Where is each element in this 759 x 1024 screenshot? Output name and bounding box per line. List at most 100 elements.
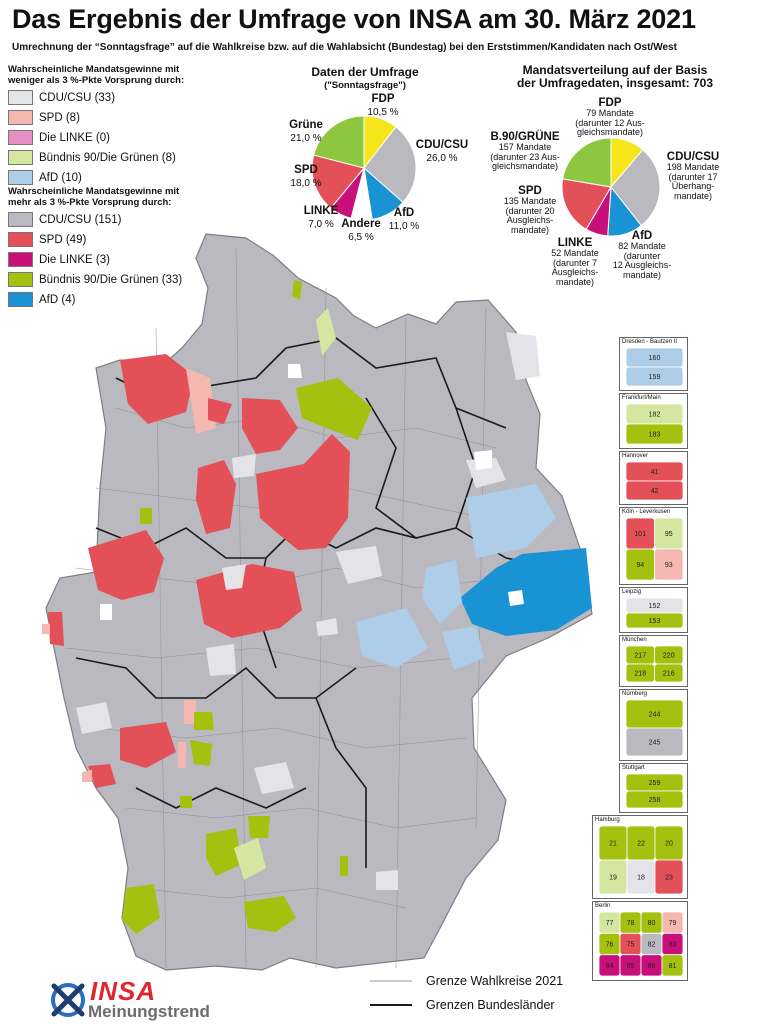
survey-pie-title: Daten der Umfrage ("Sonntagsfrage") [311, 65, 419, 92]
inset-map: 259 258 [625, 773, 684, 809]
legend-item-linke-low: Die LINKE (0) [8, 129, 223, 146]
inset-district: 216 [654, 663, 684, 683]
inset-district: 245 [625, 727, 684, 757]
inset-map: 152 153 [625, 597, 684, 629]
seat-label-afd: AfD 82 Mandate (darunter 12 Ausgleichs- … [612, 230, 672, 280]
inset-district-number: 41 [651, 469, 659, 476]
inset-district-number: 93 [665, 562, 673, 569]
inset-district-number: 259 [649, 780, 661, 787]
inset-district-number: 79 [669, 920, 677, 927]
inset-district-number: 244 [649, 712, 661, 719]
inset-district-number: 75 [627, 942, 635, 949]
seat-pie-title: Mandatsverteilung auf der Basis der Umfr… [516, 63, 714, 90]
inset-district: 83 [661, 932, 684, 956]
inset-district-number: 42 [651, 488, 659, 495]
inset-district-number: 101 [634, 531, 646, 538]
inset-district-number: 245 [649, 740, 661, 747]
inset-district: 80 [640, 911, 663, 934]
inset-map: 244 245 [625, 699, 684, 757]
legend-swatch [8, 170, 33, 185]
inset-muenchen: München 217 220 218 216 [619, 635, 688, 687]
inset-district-number: 95 [665, 531, 673, 538]
legend-item-gruene-high: Bündnis 90/Die Grünen (33) [8, 271, 223, 288]
survey-label-spd: SPD 18,0 % [290, 164, 322, 189]
inset-district: 22 [626, 825, 656, 861]
legend-high-margin: Wahrscheinliche Mandatsgewinne mit mehr … [8, 186, 223, 308]
inset-district: 183 [625, 423, 684, 445]
inset-district-number: 160 [649, 355, 661, 362]
legend-item-spd-low: SPD (8) [8, 109, 223, 126]
inset-map: 160 159 [625, 347, 684, 387]
pie-slice-cdu-csu [610, 149, 660, 227]
inset-district-number: 18 [637, 875, 645, 882]
inset-map: 182 183 [625, 403, 684, 445]
inset-nuernberg: Nürnberg 244 245 [619, 689, 688, 761]
inset-district: 220 [654, 645, 684, 665]
inset-district: 79 [661, 911, 684, 934]
inset-stuttgart: Stuttgart 259 258 [619, 763, 688, 813]
inset-district-number: 153 [649, 618, 661, 625]
pie-slice-b-90-gr-ne [562, 138, 612, 188]
inset-district: 93 [654, 548, 684, 581]
inset-district-number: 216 [663, 671, 675, 678]
legend-low-heading: Wahrscheinliche Mandatsgewinne mit wenig… [8, 64, 185, 86]
inset-district-number: 83 [669, 942, 677, 949]
inset-district-number: 258 [649, 797, 661, 804]
inset-district: 95 [654, 517, 684, 550]
inset-district: 244 [625, 699, 684, 729]
inset-district: 84 [598, 954, 621, 977]
inset-district: 19 [598, 859, 628, 895]
inset-map: 77 78 80 79 76 75 82 83 84 85 86 81 [598, 911, 684, 977]
inset-district-number: 81 [669, 963, 677, 970]
inset-district-number: 21 [609, 841, 617, 848]
legend-swatch [8, 110, 33, 125]
legend-swatch [8, 272, 33, 287]
seat-label-cdu: CDU/CSU 198 Mandate (darunter 17 Überhan… [666, 151, 720, 201]
inset-district-number: 86 [648, 963, 656, 970]
inset-district: 20 [654, 825, 684, 861]
inset-district-area [654, 663, 684, 683]
inset-district-number: 80 [648, 920, 656, 927]
pie-slice-cdu-csu [363, 126, 416, 204]
page-subtitle: Umrechnung der “Sonntagsfrage” auf die W… [12, 42, 677, 53]
legend-low-margin: Wahrscheinliche Mandatsgewinne mit wenig… [8, 64, 223, 186]
inset-district: 153 [625, 612, 684, 629]
inset-district: 21 [598, 825, 628, 861]
germany-constituency-map [42, 233, 593, 971]
inset-district-area [661, 954, 684, 977]
seat-pie-chart [562, 138, 660, 236]
inset-district-number: 159 [649, 374, 661, 381]
legend-swatch [8, 150, 33, 165]
inset-district: 218 [625, 663, 655, 683]
germany-outline [45, 233, 593, 971]
inset-district-area [654, 548, 684, 581]
inset-district-number: 23 [665, 875, 673, 882]
inset-map: 217 220 218 216 [625, 645, 684, 683]
inset-district: 41 [625, 461, 684, 482]
inset-district: 259 [625, 773, 684, 792]
inset-district: 94 [625, 548, 655, 581]
legend-swatch [8, 232, 33, 247]
inset-district-number: 19 [609, 875, 617, 882]
legend-swatch [8, 252, 33, 267]
page-title: Das Ergebnis der Umfrage von INSA am 30.… [12, 4, 696, 34]
survey-label-andere: Andere 6,5 % [341, 218, 381, 243]
inset-district-area [625, 790, 684, 809]
thin-line-icon [370, 980, 412, 982]
inset-district: 86 [640, 954, 663, 977]
inset-district: 77 [598, 911, 621, 934]
inset-district: 18 [626, 859, 656, 895]
inset-map: 101 95 94 93 [625, 517, 684, 581]
seat-label-spd: SPD 135 Mandate (darunter 20 Ausgleichs-… [503, 185, 557, 235]
inset-map: 21 22 20 19 18 23 [598, 825, 684, 895]
inset-map: 41 42 [625, 461, 684, 501]
inset-district-number: 220 [663, 653, 675, 660]
pie-slice-spd [312, 154, 365, 209]
inset-district-area [625, 480, 684, 501]
inset-hannover: Hannover 41 42 [619, 451, 688, 505]
legend-swatch [8, 90, 33, 105]
inset-district-area [625, 366, 684, 387]
inset-district-area [625, 612, 684, 629]
inset-district-number: 78 [627, 920, 635, 927]
inset-frankfurt: Frankfurt/Main 182 183 [619, 393, 688, 449]
